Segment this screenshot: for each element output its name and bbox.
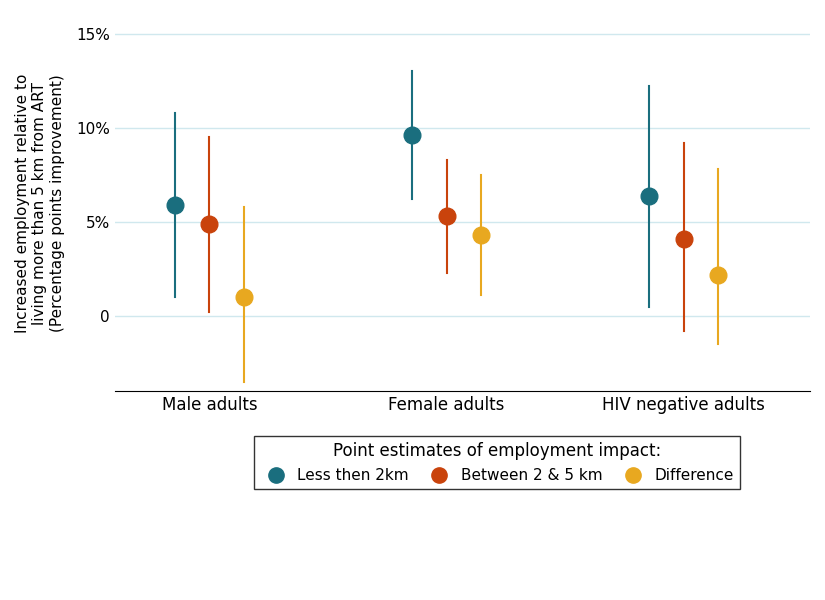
- Y-axis label: Increased employment relative to
living more than 5 km from ART
(Percentage poin: Increased employment relative to living …: [15, 73, 65, 333]
- Legend: Less then 2km, Between 2 & 5 km, Difference: Less then 2km, Between 2 & 5 km, Differe…: [254, 436, 740, 489]
